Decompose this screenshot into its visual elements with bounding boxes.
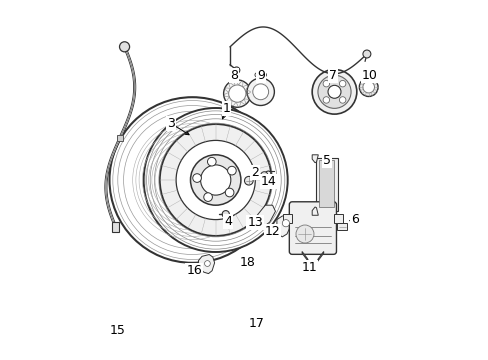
Circle shape	[262, 73, 266, 77]
Circle shape	[260, 172, 267, 179]
Text: 10: 10	[361, 69, 377, 82]
Circle shape	[160, 124, 271, 236]
Text: 3: 3	[166, 117, 174, 130]
Polygon shape	[302, 251, 309, 264]
Circle shape	[222, 211, 229, 218]
Circle shape	[339, 97, 345, 103]
Circle shape	[359, 78, 377, 96]
Text: 13: 13	[247, 216, 263, 229]
Circle shape	[327, 85, 340, 98]
Circle shape	[207, 157, 216, 166]
Polygon shape	[311, 155, 318, 163]
Circle shape	[254, 73, 259, 77]
Circle shape	[252, 84, 268, 100]
Circle shape	[169, 149, 232, 211]
Text: 18: 18	[240, 256, 256, 269]
Circle shape	[323, 97, 329, 103]
FancyBboxPatch shape	[289, 202, 336, 254]
Text: 2: 2	[251, 166, 259, 179]
Circle shape	[244, 260, 250, 266]
Text: 15: 15	[110, 324, 125, 337]
Bar	[112, 222, 119, 232]
Circle shape	[362, 50, 370, 58]
Circle shape	[203, 193, 212, 202]
Circle shape	[323, 80, 329, 87]
Circle shape	[143, 108, 287, 252]
Text: 11: 11	[301, 261, 317, 274]
Circle shape	[204, 261, 210, 266]
Polygon shape	[311, 207, 318, 215]
Text: 17: 17	[249, 317, 264, 330]
Circle shape	[200, 165, 230, 195]
Circle shape	[227, 166, 236, 175]
Polygon shape	[242, 257, 253, 267]
Text: 16: 16	[186, 264, 202, 277]
Circle shape	[176, 140, 255, 220]
Circle shape	[233, 67, 239, 73]
Circle shape	[109, 97, 275, 263]
Text: 9: 9	[256, 69, 264, 82]
Text: 1: 1	[222, 102, 230, 115]
Circle shape	[282, 220, 289, 227]
Text: 14: 14	[261, 175, 276, 188]
Circle shape	[311, 69, 356, 114]
Circle shape	[339, 80, 345, 87]
Polygon shape	[333, 214, 342, 223]
Text: 7: 7	[328, 69, 336, 82]
Bar	[337, 223, 346, 230]
Circle shape	[225, 188, 233, 197]
Circle shape	[317, 75, 350, 108]
Circle shape	[119, 42, 129, 52]
Polygon shape	[283, 214, 292, 223]
Circle shape	[223, 80, 250, 107]
Bar	[319, 160, 333, 207]
Text: 8: 8	[230, 69, 238, 82]
Circle shape	[244, 176, 253, 185]
Polygon shape	[198, 255, 214, 274]
Bar	[117, 135, 122, 141]
Polygon shape	[256, 205, 275, 227]
Text: 12: 12	[264, 225, 280, 238]
Text: 4: 4	[224, 215, 232, 228]
Text: 6: 6	[351, 213, 359, 226]
Text: 5: 5	[323, 154, 331, 167]
Circle shape	[228, 85, 245, 102]
Circle shape	[362, 81, 374, 93]
Polygon shape	[316, 158, 337, 211]
Circle shape	[190, 155, 241, 205]
Circle shape	[246, 78, 274, 105]
Circle shape	[192, 174, 201, 183]
Polygon shape	[315, 251, 323, 264]
Polygon shape	[276, 216, 291, 237]
Circle shape	[295, 225, 313, 243]
